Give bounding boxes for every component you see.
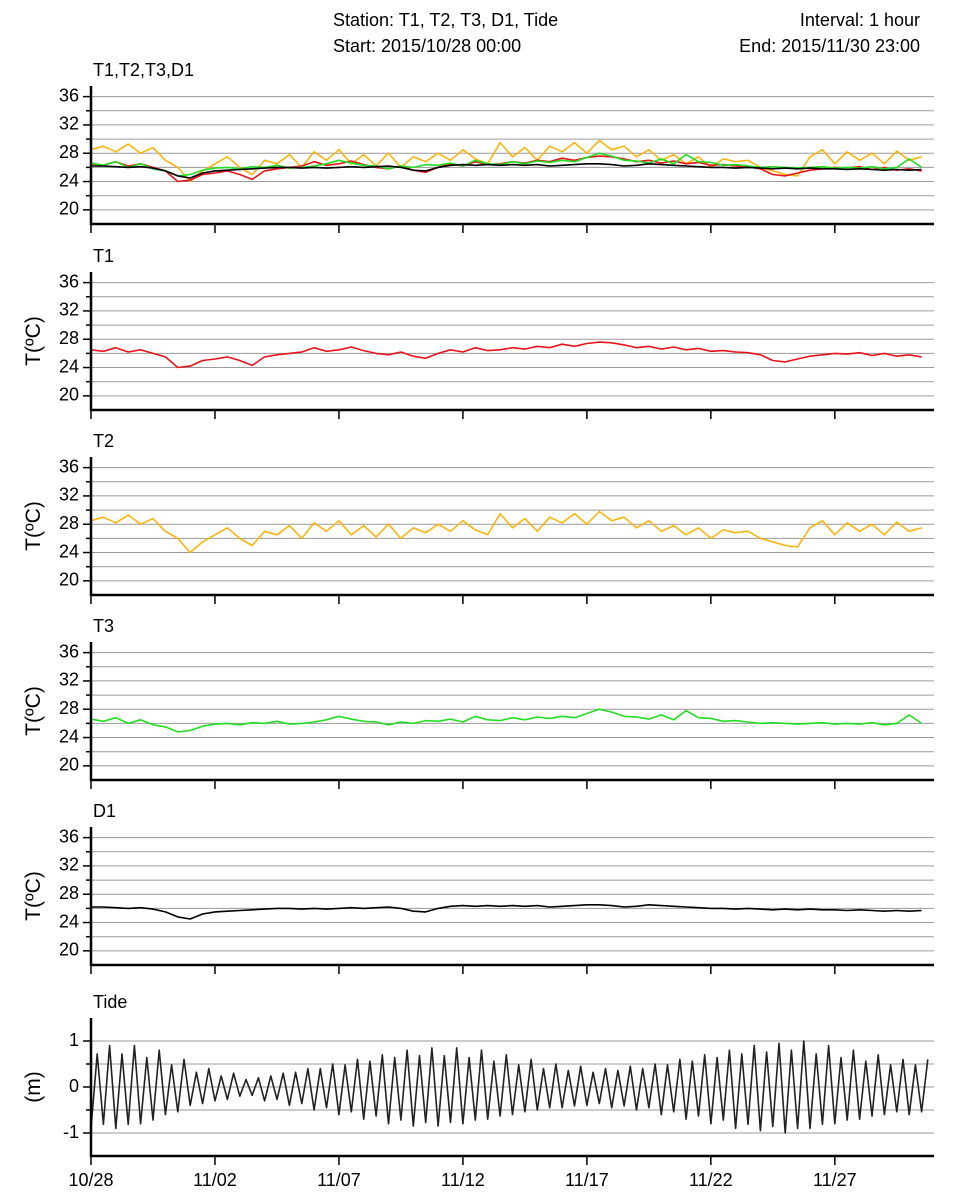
end-label: End: 2015/11/30 23:00	[739, 36, 920, 56]
y-tick-label: 28	[59, 513, 79, 533]
start-label: Start: 2015/10/28 00:00	[333, 36, 521, 56]
y-tick-label: 1	[69, 1030, 79, 1050]
y-tick-label: 36	[59, 641, 79, 661]
y-tick-label: 32	[59, 300, 79, 320]
y-tick-label: 32	[59, 114, 79, 134]
y-tick-label: 28	[59, 328, 79, 348]
y-axis-label: (m)	[22, 1071, 45, 1102]
panel-title: T3	[93, 616, 114, 636]
x-tick-label: 11/12	[441, 1170, 485, 1190]
y-tick-label: 24	[59, 541, 79, 561]
x-tick-label: 11/27	[813, 1170, 857, 1190]
data-line	[90, 510, 922, 554]
y-tick-label: 24	[59, 726, 79, 746]
y-tick-label: 0	[69, 1076, 79, 1096]
y-tick-label: 24	[59, 170, 79, 190]
panel-title: T1,T2,T3,D1	[93, 60, 194, 80]
x-tick-label: 11/22	[689, 1170, 733, 1190]
interval-label: Interval: 1 hour	[800, 10, 920, 30]
y-tick-label: 24	[59, 356, 79, 376]
y-tick-label: 20	[59, 570, 79, 590]
y-tick-label: 32	[59, 485, 79, 505]
y-tick-label: 36	[59, 826, 79, 846]
x-tick-label: 11/02	[193, 1170, 237, 1190]
data-line	[90, 139, 922, 183]
y-tick-label: -1	[63, 1122, 79, 1142]
y-axis-label: T(ºC)	[22, 871, 45, 921]
panel-title: D1	[93, 801, 116, 821]
y-tick-label: 28	[59, 698, 79, 718]
y-tick-label: 20	[59, 199, 79, 219]
y-tick-label: 32	[59, 855, 79, 875]
panel-title: Tide	[93, 992, 127, 1012]
data-line	[90, 1040, 929, 1134]
y-axis-label: T(ºC)	[22, 686, 45, 736]
x-tick-label: 11/17	[565, 1170, 609, 1190]
y-tick-label: 20	[59, 385, 79, 405]
y-tick-label: 36	[59, 456, 79, 476]
y-tick-label: 28	[59, 883, 79, 903]
data-line	[91, 163, 922, 179]
data-line	[90, 152, 923, 177]
data-line	[90, 708, 923, 733]
y-tick-label: 36	[59, 85, 79, 105]
panel-title: T2	[93, 431, 114, 451]
y-tick-label: 20	[59, 940, 79, 960]
y-tick-label: 36	[59, 271, 79, 291]
station-label: Station: T1, T2, T3, D1, Tide	[333, 10, 558, 30]
data-line	[90, 341, 922, 369]
data-line	[91, 904, 922, 920]
y-axis-label: T(ºC)	[22, 316, 45, 366]
y-tick-label: 28	[59, 142, 79, 162]
x-tick-label: 10/28	[68, 1170, 113, 1190]
panel-title: T1	[93, 246, 114, 266]
y-tick-label: 24	[59, 911, 79, 931]
y-tick-label: 20	[59, 755, 79, 775]
x-tick-label: 11/07	[317, 1170, 361, 1190]
y-axis-label: T(ºC)	[22, 501, 45, 551]
y-tick-label: 32	[59, 670, 79, 690]
